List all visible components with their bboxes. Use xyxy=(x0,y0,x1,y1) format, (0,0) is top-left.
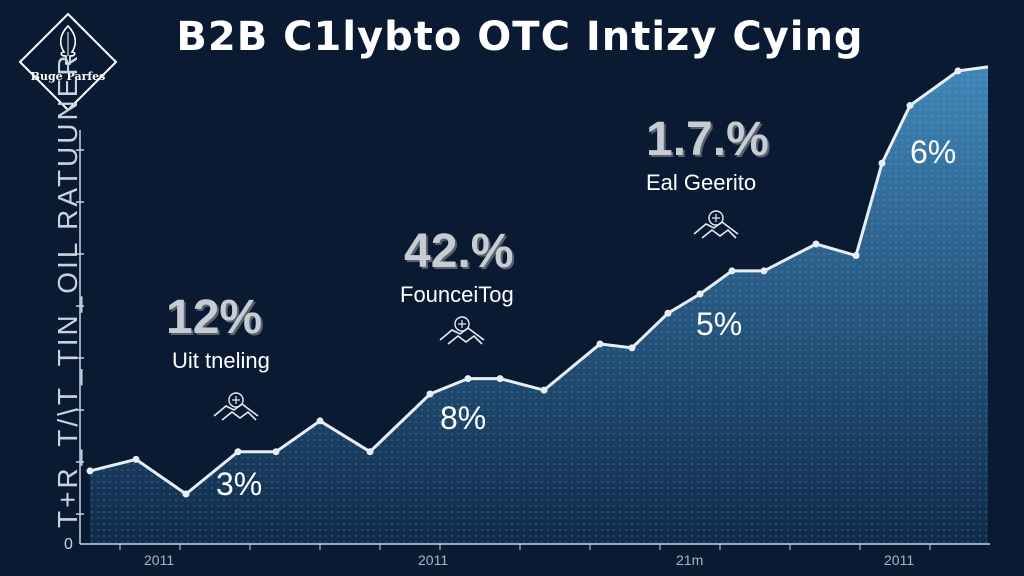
x-tick-label: 21m xyxy=(676,552,704,568)
x-tick-label: 2011 xyxy=(144,552,175,568)
data-label: 3% xyxy=(216,466,263,502)
annotation-label: FounceiTog xyxy=(400,282,514,307)
annotation-big-value: 12% xyxy=(166,291,263,344)
data-point xyxy=(496,375,504,383)
annotation-big-value: 1.7.% xyxy=(646,113,769,166)
data-point xyxy=(812,240,820,248)
tree-icon xyxy=(59,24,77,65)
logo: Buge Parfes xyxy=(18,12,118,112)
data-label: 6% xyxy=(910,134,957,170)
data-label: 8% xyxy=(440,400,487,436)
data-point xyxy=(852,252,860,260)
data-point xyxy=(878,159,886,167)
logo-text: Buge Parfes xyxy=(30,70,106,83)
data-point xyxy=(596,340,604,348)
data-point xyxy=(366,448,374,456)
data-point xyxy=(316,417,324,425)
annotation-label: Uit tneling xyxy=(172,348,270,373)
handshake-icon xyxy=(693,210,739,239)
x-tick-label: 2011 xyxy=(418,552,449,568)
data-point xyxy=(760,267,768,275)
data-point xyxy=(234,448,242,456)
handshake-icon xyxy=(439,316,485,345)
data-point xyxy=(906,102,914,110)
data-point xyxy=(954,67,962,75)
data-point xyxy=(86,467,94,475)
handshake-icon xyxy=(213,392,259,421)
data-point xyxy=(132,455,140,463)
data-point xyxy=(426,390,434,398)
data-point xyxy=(696,290,704,298)
data-point xyxy=(664,309,672,317)
data-point xyxy=(182,490,190,498)
annotation-big-value: 42.% xyxy=(404,225,514,278)
data-label: 5% xyxy=(696,306,743,342)
data-point xyxy=(272,448,280,456)
data-point xyxy=(728,267,736,275)
data-point xyxy=(628,344,636,352)
data-point xyxy=(464,375,472,383)
annotation-label: Eal Geerito xyxy=(646,170,757,195)
y-tick-zero: 0 xyxy=(64,536,73,553)
data-point xyxy=(540,386,548,394)
y-axis-label: T+R_T/\T_TIN_OIL RATUUNER xyxy=(52,52,83,528)
chart-title: B2B C1lybto OTC Intizy Cying xyxy=(176,14,864,60)
x-tick-label: 2011 xyxy=(884,552,915,568)
area-texture xyxy=(90,66,988,544)
logo-diamond-icon xyxy=(18,12,118,112)
